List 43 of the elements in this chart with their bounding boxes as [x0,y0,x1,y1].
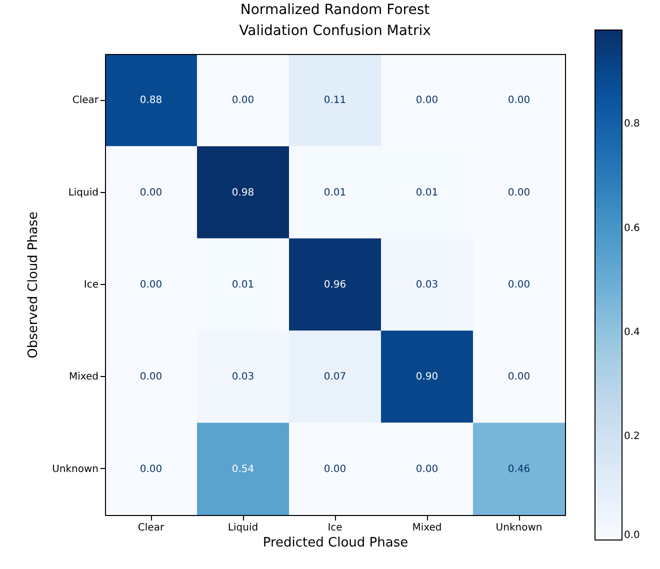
data-label: 0.00 [140,187,162,198]
data-label: 0.88 [140,95,162,106]
y-tick-label: Ice [84,280,98,290]
data-label: 0.03 [416,280,438,290]
x-tick-label: Ice [328,522,342,534]
data-label: 0.00 [508,280,530,290]
data-label: 0.46 [508,464,530,475]
data-label: 0.03 [232,372,254,383]
y-axis-title: Observed Cloud Phase [26,212,42,358]
data-label: 0.00 [140,372,162,383]
x-axis-title: Predicted Cloud Phase [262,536,408,550]
data-label: 0.00 [508,95,530,106]
x-tick-label: Mixed [412,522,442,534]
x-tick-label: Liquid [228,522,258,534]
y-tick-label: Mixed [68,372,98,383]
data-label: 0.00 [508,372,530,383]
data-label: 0.00 [140,464,162,475]
data-label: 0.00 [232,95,254,106]
color-bar-label: 0.0 [624,530,640,541]
data-label: 0.11 [324,95,346,106]
y-tick-label: Clear [72,95,100,106]
data-label: 0.07 [324,372,346,383]
data-label: 0.01 [232,280,254,290]
data-label: 0.01 [416,187,438,198]
data-label: 0.54 [232,464,254,475]
chart-title: Normalized Random Forest Validation Confusion Matrix [239,2,431,39]
data-label: 0.98 [232,187,254,198]
color-bar-label: 0.2 [624,430,640,442]
color-bar-label: 0.8 [624,118,640,130]
x-tick-label: Clear [138,522,165,534]
data-label: 0.01 [324,187,346,198]
color-bar-label: 0.4 [624,326,640,338]
data-label: 0.96 [324,280,346,290]
x-tick-label: Unknown [496,522,542,534]
data-label: 0.90 [416,372,438,383]
y-tick-label: Unknown [52,464,98,475]
data-label: 0.00 [416,95,438,106]
data-label: 0.00 [416,464,438,475]
y-tick-label: Liquid [68,187,98,198]
data-label: 0.00 [140,280,162,290]
data-label: 0.00 [508,187,530,198]
color-bar-label: 0.6 [624,222,640,234]
data-label: 0.00 [324,464,346,475]
